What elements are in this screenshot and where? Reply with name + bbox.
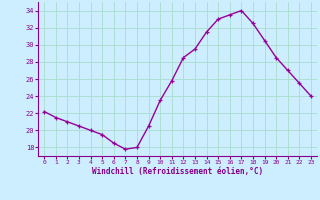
X-axis label: Windchill (Refroidissement éolien,°C): Windchill (Refroidissement éolien,°C) xyxy=(92,167,263,176)
